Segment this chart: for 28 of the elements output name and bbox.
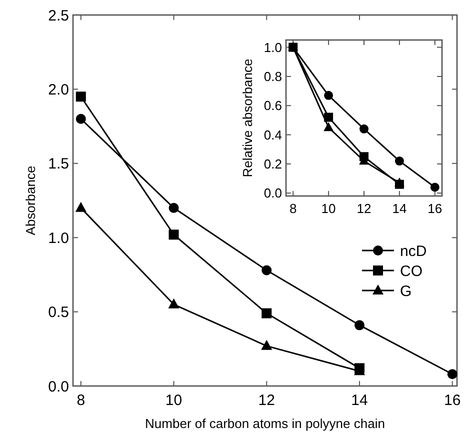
- y-tick-label: 0.2: [264, 156, 282, 172]
- y-tick-label: 0.6: [264, 98, 282, 114]
- y-tick-label: 0.4: [264, 127, 282, 142]
- legend-label: G: [400, 282, 412, 300]
- y-axis-title: Absorbance: [23, 166, 38, 236]
- x-tick-label: 16: [444, 392, 461, 409]
- x-axis-title: Number of carbon atoms in polyyne chain: [145, 416, 385, 431]
- x-tick-label: 12: [258, 392, 275, 409]
- y-tick-label: 2.0: [48, 81, 69, 98]
- x-tick-label: 8: [76, 392, 86, 409]
- y-axis-title: Relative absorbance: [240, 58, 255, 178]
- y-tick-label: 2.5: [48, 7, 69, 24]
- x-tick-label: 8: [289, 201, 297, 216]
- legend-label: CO: [400, 262, 422, 280]
- y-tick-label: 0.0: [48, 378, 69, 396]
- y-tick-label: 0.5: [48, 304, 69, 322]
- x-tick-label: 14: [392, 201, 407, 216]
- x-tick-label: 16: [428, 201, 442, 216]
- x-tick-label: 14: [351, 392, 368, 409]
- x-tick-label: 10: [321, 201, 336, 216]
- y-tick-label: 0.0: [264, 186, 282, 201]
- x-tick-label: 10: [165, 392, 182, 409]
- y-tick-label: 1.0: [48, 230, 69, 247]
- x-tick-label: 12: [356, 201, 372, 216]
- y-tick-label: 1.5: [48, 156, 69, 173]
- y-tick-label: 0.8: [264, 69, 282, 84]
- y-tick-label: 1.0: [264, 40, 282, 55]
- legend-label: ncD: [400, 242, 427, 260]
